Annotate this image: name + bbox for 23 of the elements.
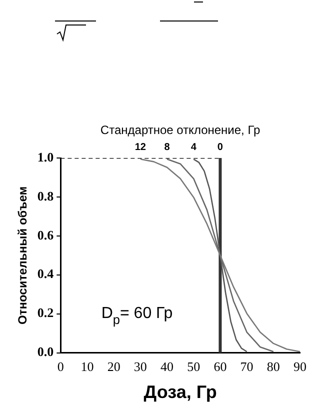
y-tick-label: 0.8 (37, 188, 54, 204)
x-tick-label: 30 (134, 359, 147, 374)
x-axis-title: Доза, Гр (144, 382, 217, 402)
y-tick-label: 0.0 (37, 344, 54, 360)
series-label: 0 (217, 142, 224, 153)
x-tick-label: 40 (160, 359, 174, 374)
legend-title: Стандартное отклонение, Гр (100, 123, 261, 137)
y-tick-label: 0.2 (37, 305, 54, 320)
y-tick-label: 1.0 (37, 149, 54, 164)
y-tick-label: 0.4 (37, 266, 54, 282)
series-label: 4 (190, 142, 197, 153)
x-tick-label: 80 (266, 359, 280, 374)
x-tick-label: 20 (107, 359, 120, 374)
series-label: 8 (164, 142, 170, 153)
x-tick-label: 60 (214, 359, 227, 374)
series-label: 12 (134, 142, 146, 153)
x-tick-label: 50 (187, 359, 200, 374)
x-tick-label: 0 (57, 359, 64, 374)
y-tick-label: 0.6 (37, 227, 54, 242)
y-axis-title: Относительный объем (16, 186, 30, 324)
x-tick-label: 70 (240, 359, 254, 374)
x-tick-label: 10 (80, 359, 94, 374)
x-tick-label: 90 (294, 359, 306, 374)
